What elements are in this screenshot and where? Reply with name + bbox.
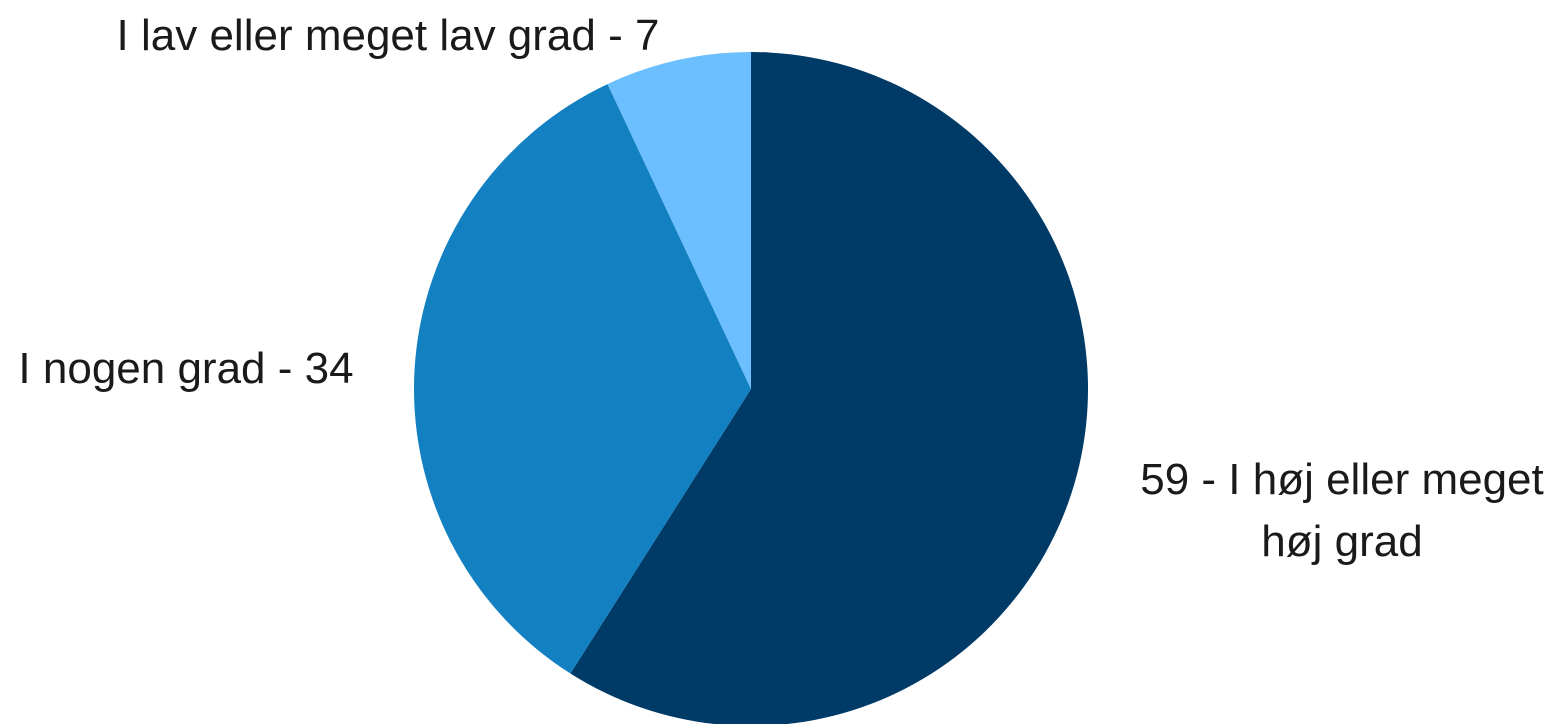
pie-data-label-3: I lav eller meget lav grad - 7 bbox=[117, 11, 660, 60]
pie-slices bbox=[413, 52, 1088, 724]
pie-data-label-2: I nogen grad - 34 bbox=[18, 344, 353, 393]
pie-data-label-line: 59 - I høj eller meget bbox=[1140, 455, 1544, 504]
pie-slice-1 bbox=[570, 52, 1088, 724]
pie-data-label-1: 59 - I høj eller meget høj grad bbox=[1140, 455, 1544, 566]
pie-labels: 59 - I høj eller meget høj grad I nogen gr… bbox=[18, 11, 1543, 566]
pie-data-label-line: I nogen grad - 34 bbox=[18, 344, 353, 393]
pie-slice-2 bbox=[413, 84, 751, 674]
pie-slice-3 bbox=[607, 52, 751, 389]
pie-data-label-line: I lav eller meget lav grad - 7 bbox=[117, 11, 660, 60]
pie-data-label-line: høj grad bbox=[1261, 517, 1422, 566]
